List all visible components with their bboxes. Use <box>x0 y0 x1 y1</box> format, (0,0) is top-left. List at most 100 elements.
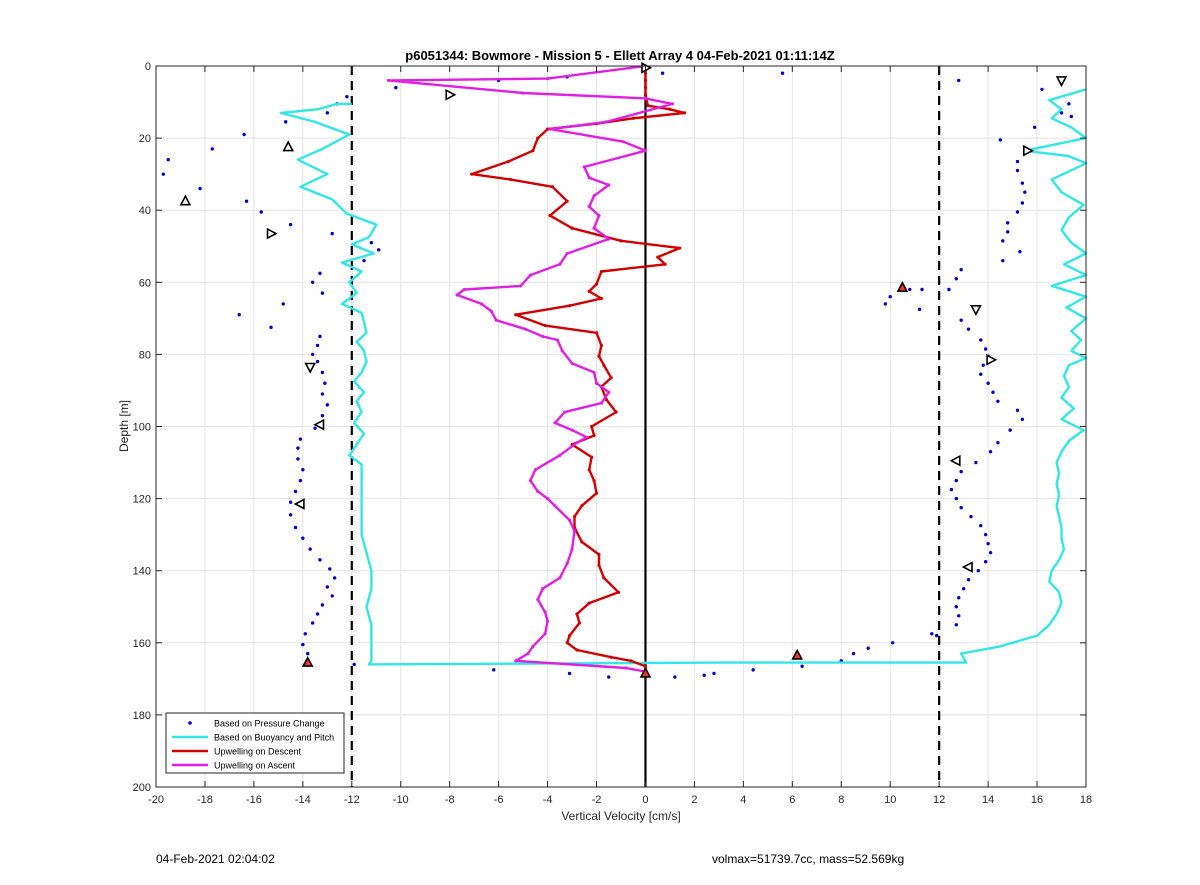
x-axis-label: Vertical Velocity [cm/s] <box>561 809 680 823</box>
upwelling-on-ascent-vertex <box>555 338 559 342</box>
upwelling-on-descent-vertex <box>580 504 584 508</box>
upwelling-on-ascent-vertex <box>585 435 589 439</box>
based-on-pressure-change-point <box>998 138 1003 142</box>
footer-volmax-mass: volmax=51739.7cc, mass=52.569kg <box>712 852 905 866</box>
based-on-pressure-change-point <box>1015 210 1020 214</box>
upwelling-on-descent-vertex <box>597 563 601 567</box>
y-tick-label: 0 <box>145 61 151 73</box>
upwelling-on-descent-vertex <box>643 71 648 75</box>
based-on-pressure-change-point <box>1020 181 1025 185</box>
upwelling-on-ascent-vertex <box>536 489 540 493</box>
upwelling-on-descent-vertex <box>614 410 618 414</box>
upwelling-on-descent-vertex <box>565 641 569 645</box>
x-tick-label: 0 <box>642 794 648 806</box>
x-tick-label: 2 <box>691 794 697 806</box>
upwelling-on-ascent-vertex <box>670 102 674 106</box>
upwelling-on-descent-vertex <box>592 478 596 483</box>
upwelling-on-ascent-vertex <box>604 120 608 124</box>
based-on-pressure-change-point <box>966 327 971 331</box>
based-on-pressure-change-point <box>244 199 249 203</box>
upwelling-on-ascent-vertex <box>558 576 562 580</box>
based-on-pressure-change-point <box>296 446 300 450</box>
based-on-pressure-change-point <box>1069 114 1074 119</box>
based-on-pressure-change-point <box>660 71 665 75</box>
upwelling-on-ascent-vertex <box>543 632 547 636</box>
based-on-pressure-change-point <box>957 596 961 600</box>
upwelling-on-descent-vertex <box>599 296 604 301</box>
based-on-pressure-change-point <box>1032 125 1037 129</box>
upwelling-on-ascent-vertex <box>594 381 599 385</box>
based-on-pressure-change-point <box>325 585 330 589</box>
based-on-pressure-change-point <box>166 158 170 162</box>
upwelling-on-descent-vertex <box>602 363 606 367</box>
based-on-pressure-change-point <box>983 559 988 564</box>
upwelling-on-descent-vertex <box>565 199 569 203</box>
upwelling-on-ascent-vertex <box>548 127 552 131</box>
upwelling-on-descent-vertex <box>643 93 648 97</box>
based-on-pressure-change-point <box>281 302 285 306</box>
based-on-pressure-change-point <box>996 399 1000 403</box>
upwelling-on-ascent-vertex <box>560 349 564 353</box>
legend-box <box>165 712 345 774</box>
based-on-pressure-change-point <box>1005 221 1010 225</box>
x-tick-label: -8 <box>445 794 455 806</box>
based-on-pressure-change-point <box>883 302 888 306</box>
based-on-buoyancy-and-pitch-line <box>279 88 1088 666</box>
based-on-pressure-change-point <box>979 372 983 376</box>
x-tick-label: -6 <box>494 794 504 806</box>
based-on-pressure-change-point <box>1018 249 1022 254</box>
based-on-pressure-change-point <box>974 460 978 465</box>
y-tick-label: 140 <box>133 566 151 578</box>
based-on-pressure-change-point <box>986 541 990 546</box>
triangle-up-marker <box>896 280 909 293</box>
x-tick-label: 8 <box>838 794 844 806</box>
upwelling-on-descent-vertex <box>506 159 511 164</box>
based-on-pressure-change-point <box>269 325 273 330</box>
based-on-pressure-change-point <box>325 111 330 115</box>
based-on-pressure-change-point <box>966 578 971 582</box>
upwelling-on-descent-vertex <box>629 659 633 663</box>
upwelling-on-descent-vertex <box>550 185 555 189</box>
based-on-pressure-change-point <box>242 132 246 137</box>
upwelling-on-ascent-vertex <box>607 237 611 241</box>
upwelling-on-ascent-vertex <box>541 587 545 591</box>
upwelling-on-descent-vertex <box>602 576 606 580</box>
based-on-pressure-change-point <box>318 334 322 339</box>
upwelling-on-ascent-vertex <box>587 204 591 209</box>
upwelling-on-ascent-vertex <box>592 370 596 375</box>
based-on-pressure-change-point <box>996 441 1000 445</box>
based-on-pressure-change-point <box>313 426 317 431</box>
based-on-pressure-change-point <box>1023 190 1027 194</box>
based-on-pressure-change-point <box>296 457 300 461</box>
based-on-pressure-change-point <box>983 347 988 351</box>
based-on-pressure-change-point <box>237 313 241 317</box>
based-on-pressure-change-point <box>959 318 963 322</box>
upwelling-on-ascent-vertex <box>568 518 572 522</box>
upwelling-on-descent-vertex <box>631 116 635 120</box>
based-on-pressure-change-point <box>301 642 305 647</box>
based-on-pressure-change-point <box>1067 102 1071 106</box>
based-on-pressure-change-point <box>377 248 381 252</box>
upwelling-on-ascent-vertex <box>570 547 574 551</box>
based-on-pressure-change-point <box>957 78 961 83</box>
upwelling-on-descent-vertex <box>568 633 572 638</box>
based-on-pressure-change-point <box>1008 428 1012 432</box>
upwelling-on-ascent-vertex <box>563 410 567 414</box>
based-on-pressure-change-point <box>315 359 320 364</box>
upwelling-on-descent-vertex <box>470 172 474 176</box>
based-on-pressure-change-point <box>210 147 214 151</box>
upwelling-on-descent-vertex <box>597 552 601 557</box>
y-tick-label: 20 <box>139 133 151 145</box>
upwelling-on-descent-vertex <box>590 424 594 429</box>
based-on-pressure-change-point <box>981 363 985 367</box>
based-on-pressure-change-point <box>320 291 325 295</box>
x-tick-label: -12 <box>344 794 360 806</box>
upwelling-on-ascent-vertex <box>553 504 557 508</box>
y-tick-label: 100 <box>133 422 151 434</box>
upwelling-on-descent-vertex <box>609 655 613 659</box>
based-on-pressure-change-point <box>330 594 334 598</box>
upwelling-on-descent-vertex <box>683 111 687 115</box>
upwelling-on-ascent-vertex <box>455 293 459 297</box>
upwelling-on-descent-vertex <box>594 331 599 335</box>
based-on-pressure-change-point <box>198 186 202 191</box>
